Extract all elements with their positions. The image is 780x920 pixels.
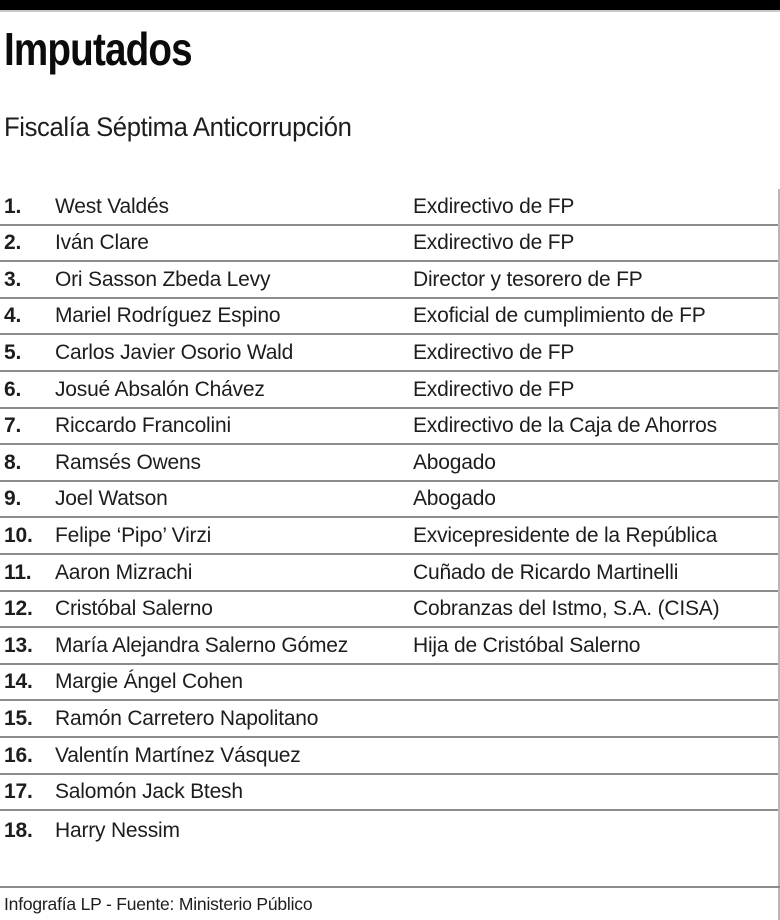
row-name: Joel Watson [55, 487, 168, 511]
row-role: Exdirectivo de FP [413, 340, 575, 364]
row-number: 11. [4, 560, 32, 584]
row-name: Valentín Martínez Vásquez [55, 743, 301, 767]
row-number: 8. [4, 450, 22, 474]
row-role: Exdirectivo de FP [413, 194, 575, 218]
list-item: 10. Felipe ‘Pipo’ Virzi Exvicepresidente… [0, 518, 780, 555]
row-number: 18. [4, 818, 33, 842]
row-name: Iván Clare [55, 231, 149, 255]
row-name: Mariel Rodríguez Espino [55, 304, 281, 328]
row-number: 17. [4, 780, 33, 804]
row-number: 3. [4, 267, 22, 291]
list-item: 15. Ramón Carretero Napolitano [0, 701, 780, 738]
row-role: Exdirectivo de FP [413, 231, 575, 255]
row-role: Abogado [413, 487, 496, 511]
row-name: Margie Ángel Cohen [55, 670, 243, 694]
page-title: Imputados [4, 23, 193, 75]
footer: Infografía LP - Fuente: Ministerio Públi… [0, 886, 780, 915]
row-name: West Valdés [55, 194, 169, 218]
row-number: 16. [4, 743, 33, 767]
list-item: 11. Aaron Mizrachi Cuñado de Ricardo Mar… [0, 555, 780, 592]
row-role: Exdirectivo de la Caja de Ahorros [413, 414, 717, 438]
row-number: 9. [4, 487, 22, 511]
list-item: 5. Carlos Javier Osorio Wald Exdirectivo… [0, 335, 780, 372]
row-role: Exoficial de cumplimiento de FP [413, 304, 706, 328]
row-name: Riccardo Francolini [55, 414, 231, 438]
list-item: 7. Riccardo Francolini Exdirectivo de la… [0, 409, 780, 446]
row-number: 12. [4, 597, 33, 621]
row-name: Felipe ‘Pipo’ Virzi [55, 523, 212, 547]
row-number: 13. [4, 633, 33, 657]
list-item: 12. Cristóbal Salerno Cobranzas del Istm… [0, 592, 780, 629]
row-role: Abogado [413, 450, 496, 474]
row-role: Hija de Cristóbal Salerno [413, 633, 641, 657]
row-number: 2. [4, 231, 22, 255]
row-number: 1. [4, 194, 22, 218]
right-edge-line [778, 189, 780, 920]
row-number: 5. [4, 340, 22, 364]
list-item: 17. Salomón Jack Btesh [0, 775, 780, 812]
list-item: 13. María Alejandra Salerno Gómez Hija d… [0, 628, 780, 665]
row-name: Josué Absalón Chávez [55, 377, 265, 401]
row-name: Carlos Javier Osorio Wald [55, 340, 294, 364]
list-item: 3. Ori Sasson Zbeda Levy Director y teso… [0, 262, 780, 299]
row-number: 7. [4, 414, 22, 438]
row-name: Ramsés Owens [55, 450, 201, 474]
row-role: Exvicepresidente de la República [413, 523, 718, 547]
list-item: 6. Josué Absalón Chávez Exdirectivo de F… [0, 372, 780, 409]
row-name: María Alejandra Salerno Gómez [55, 633, 349, 657]
row-number: 6. [4, 377, 22, 401]
row-number: 10. [4, 523, 33, 547]
list-item: 9. Joel Watson Abogado [0, 482, 780, 519]
row-name: Salomón Jack Btesh [55, 780, 243, 804]
row-role: Exdirectivo de FP [413, 377, 575, 401]
row-role: Cuñado de Ricardo Martinelli [413, 560, 679, 584]
row-role: Cobranzas del Istmo, S.A. (CISA) [413, 597, 720, 621]
row-role: Director y tesorero de FP [413, 267, 643, 291]
row-number: 14. [4, 670, 33, 694]
top-bar [0, 0, 780, 12]
row-name: Ramón Carretero Napolitano [55, 706, 319, 730]
list-item: 1. West Valdés Exdirectivo de FP [0, 189, 780, 226]
row-number: 4. [4, 304, 22, 328]
imputados-list: 1. West Valdés Exdirectivo de FP 2. Iván… [0, 189, 780, 848]
row-name: Aaron Mizrachi [55, 560, 193, 584]
row-name: Ori Sasson Zbeda Levy [55, 267, 271, 291]
list-item: 8. Ramsés Owens Abogado [0, 445, 780, 482]
row-name: Harry Nessim [55, 818, 180, 842]
row-number: 15. [4, 706, 33, 730]
list-item: 16. Valentín Martínez Vásquez [0, 738, 780, 775]
source-credit: Infografía LP - Fuente: Ministerio Públi… [4, 894, 313, 914]
page-subtitle: Fiscalía Séptima Anticorrupción [4, 112, 352, 142]
row-name: Cristóbal Salerno [55, 597, 213, 621]
list-item: 4. Mariel Rodríguez Espino Exoficial de … [0, 299, 780, 336]
list-item: 18. Harry Nessim [0, 811, 780, 848]
list-item: 14. Margie Ángel Cohen [0, 665, 780, 702]
list-item: 2. Iván Clare Exdirectivo de FP [0, 226, 780, 263]
